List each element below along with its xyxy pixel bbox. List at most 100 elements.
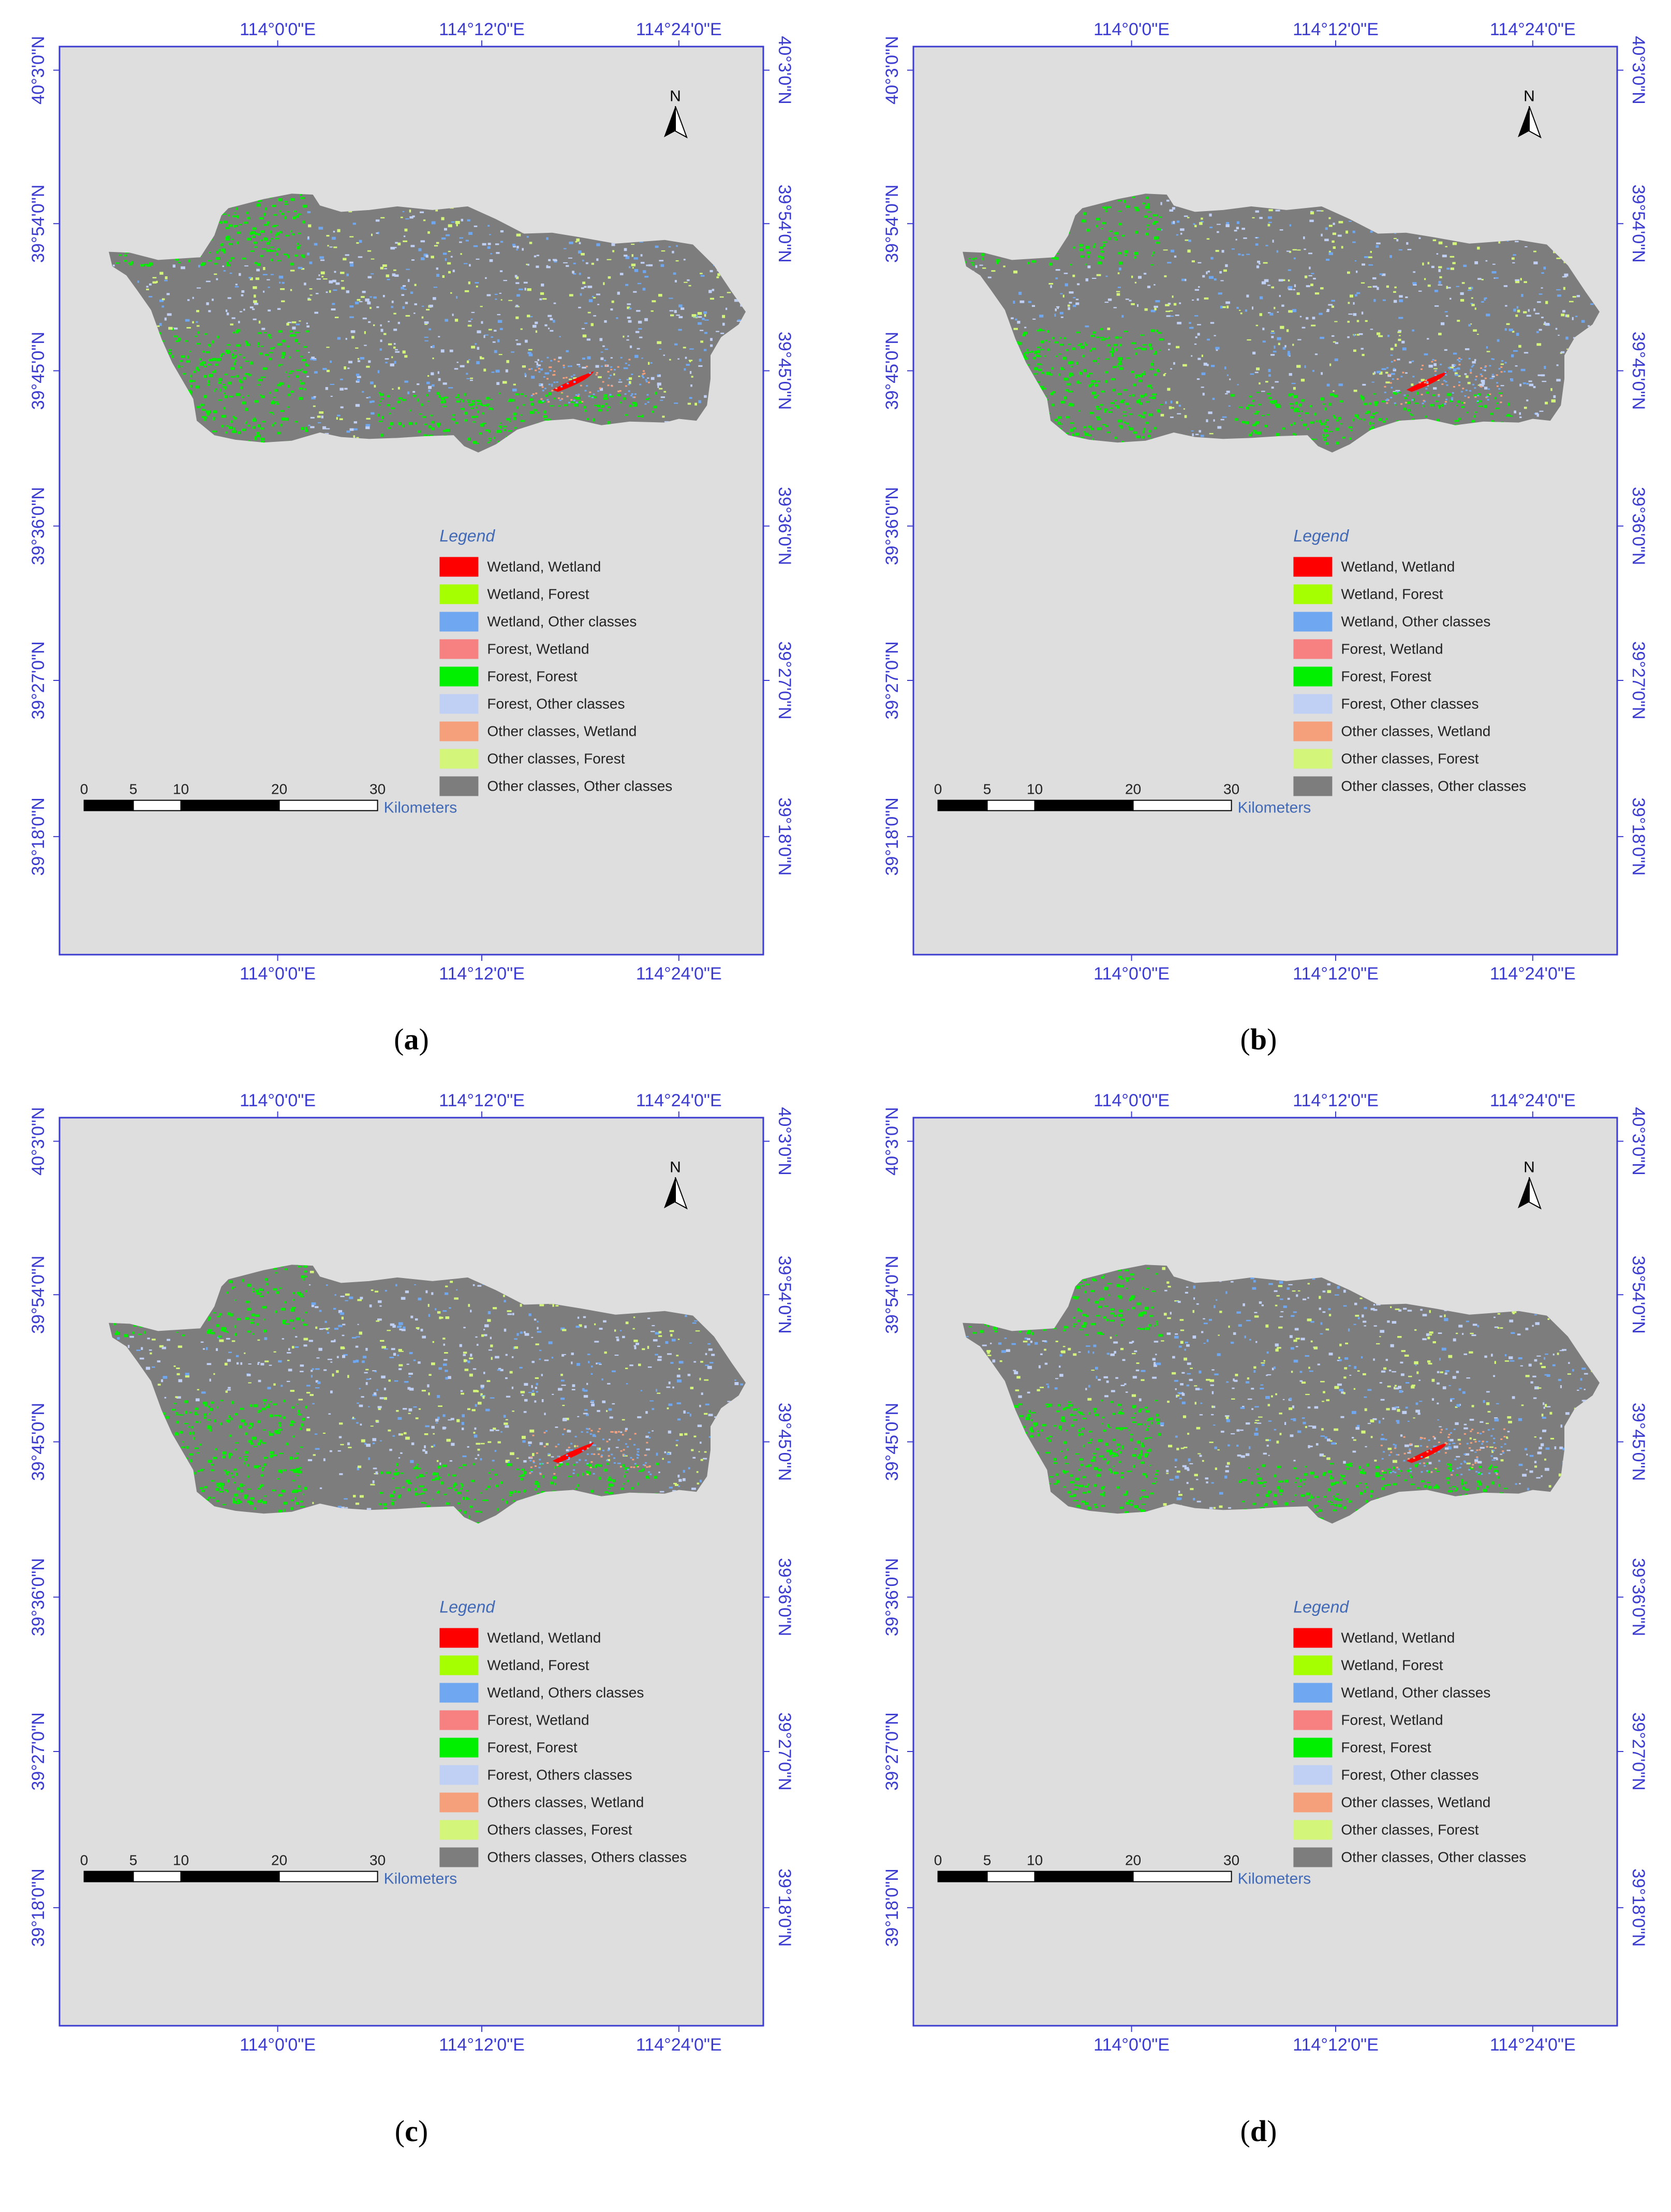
latitude-label-left: 39°18'0"N [28, 797, 48, 875]
scale-tick-label: 0 [80, 1852, 88, 1868]
latitude-label-left: 39°54'0"N [882, 1256, 902, 1334]
legend-label: Wetland, Forest [487, 1657, 589, 1673]
legend-label: Forest, Forest [487, 1739, 577, 1755]
legend-label: Forest, Wetland [487, 641, 589, 657]
legend-swatch [439, 1792, 479, 1813]
latitude-label-right: 39°18'0"N [1629, 1868, 1648, 1947]
map-panel-c: 114°0'0"E 114°12'0"E 114°24'0"E 114°0'0"E 11… [0, 1071, 838, 2148]
legend-label: Other classes, Forest [1341, 1821, 1478, 1837]
legend-swatch [439, 612, 479, 632]
scale-unit-label: Kilometers [1238, 799, 1311, 816]
legend-swatch [439, 1628, 479, 1648]
legend-label: Wetland, Other classes [1341, 1684, 1490, 1700]
map-figure-b: 114°0'0"E 114°12'0"E 114°24'0"E 114°0'0"E 11… [882, 20, 1648, 984]
study-region [963, 194, 1600, 453]
map-panel-b: 114°0'0"E 114°12'0"E 114°24'0"E 114°0'0"E 11… [854, 0, 1671, 1056]
legend-label: Wetland, Forest [487, 586, 589, 602]
legend-label: Other classes, Other classes [1341, 778, 1526, 794]
legend-label: Forest, Forest [1341, 1739, 1431, 1755]
scale-tick-label: 10 [173, 781, 189, 797]
legend-swatch [1293, 612, 1333, 632]
longitude-label-bottom: 114°0'0"E [240, 964, 316, 984]
caption-letter: b [1250, 1022, 1267, 1056]
longitude-label-bottom: 114°0'0"E [1093, 964, 1170, 984]
scale-bar: 0 5 10 20 30 Kilometers [934, 1852, 1311, 1888]
longitude-label-bottom: 114°24'0"E [1490, 2035, 1576, 2055]
legend-label: Wetland, Forest [1341, 1657, 1443, 1673]
panel-caption-d: (d) [1240, 2114, 1277, 2148]
latitude-label-right: 39°36'0"N [1629, 487, 1648, 565]
legend-swatch [439, 584, 479, 604]
legend-swatch [1293, 1792, 1333, 1813]
legend-label: Wetland, Wetland [487, 558, 601, 574]
longitude-label-top: 114°0'0"E [1093, 1091, 1170, 1110]
legend-label: Wetland, Wetland [1341, 558, 1455, 574]
north-label: N [1524, 87, 1535, 105]
scale-tick-label: 10 [1027, 781, 1043, 797]
longitude-label-top: 114°12'0"E [439, 1091, 525, 1110]
legend-label: Others classes, Others classes [487, 1849, 687, 1865]
longitude-label-top: 114°24'0"E [636, 1091, 722, 1110]
legend-label: Wetland, Wetland [1341, 1629, 1455, 1645]
longitude-label-bottom: 114°24'0"E [1490, 964, 1576, 984]
scale-tick-label: 0 [934, 1852, 942, 1868]
legend-swatch [439, 639, 479, 659]
latitude-label-right: 39°36'0"N [1629, 1558, 1648, 1636]
legend-label: Forest, Wetland [1341, 641, 1443, 657]
latitude-label-left: 39°18'0"N [882, 797, 902, 875]
latitude-label-right: 40°3'0"N [1629, 1107, 1648, 1175]
latitude-label-left: 39°54'0"N [28, 1256, 48, 1334]
legend-swatch [1293, 666, 1333, 687]
legend-swatch [439, 666, 479, 687]
scale-bar: 0 5 10 20 30 Kilometers [80, 1852, 457, 1888]
north-label: N [670, 1159, 681, 1176]
map-frame [912, 1117, 1618, 2027]
legend-swatch [1293, 1655, 1333, 1675]
legend-label: Others classes, Wetland [487, 1794, 644, 1810]
legend-label: Wetland, Forest [1341, 586, 1443, 602]
legend-swatch [439, 776, 479, 796]
legend-swatch [439, 1847, 479, 1867]
legend-label: Forest, Other classes [1341, 695, 1478, 711]
latitude-label-left: 39°45'0"N [882, 1403, 902, 1481]
legend-swatch [1293, 749, 1333, 769]
legend-label: Wetland, Other classes [1341, 613, 1490, 629]
map-frame [58, 46, 764, 956]
legend-swatch [1293, 584, 1333, 604]
legend-swatch [1293, 694, 1333, 714]
caption-letter: c [405, 2114, 418, 2148]
legend-swatch [439, 1820, 479, 1840]
scale-tick-label: 20 [1125, 781, 1141, 797]
legend-swatch [439, 1765, 479, 1785]
map-figure-a: 114°0'0"E 114°12'0"E 114°24'0"E 114°0'0"E 11… [28, 20, 794, 984]
legend-swatch [439, 694, 479, 714]
latitude-label-left: 39°36'0"N [28, 487, 48, 565]
longitude-label-top: 114°24'0"E [1490, 20, 1576, 39]
legend-swatch [439, 1655, 479, 1675]
legend-label: Forest, Forest [1341, 668, 1431, 684]
latitude-label-right: 40°3'0"N [775, 1107, 794, 1175]
latitude-label-right: 39°36'0"N [775, 1558, 794, 1636]
map-panel-d: 114°0'0"E 114°12'0"E 114°24'0"E 114°0'0"E 11… [854, 1071, 1671, 2148]
scale-tick-label: 0 [934, 781, 942, 797]
legend-label: Other classes, Other classes [487, 778, 672, 794]
latitude-label-left: 39°27'0"N [28, 1712, 48, 1790]
scale-tick-label: 30 [1223, 1852, 1239, 1868]
scale-tick-label: 10 [173, 1852, 189, 1868]
latitude-label-left: 39°18'0"N [28, 1868, 48, 1947]
latitude-label-right: 39°27'0"N [1629, 1712, 1648, 1790]
legend-swatch [1293, 776, 1333, 796]
north-label: N [670, 87, 681, 105]
latitude-label-right: 40°3'0"N [775, 36, 794, 104]
latitude-label-left: 40°3'0"N [28, 36, 48, 104]
legend-swatch [1293, 721, 1333, 741]
scale-tick-label: 5 [129, 1852, 138, 1868]
latitude-label-left: 40°3'0"N [28, 1107, 48, 1175]
scale-tick-label: 5 [983, 1852, 992, 1868]
legend-label: Forest, Other classes [487, 695, 625, 711]
latitude-label-left: 40°3'0"N [882, 1107, 902, 1175]
map-frame [58, 1117, 764, 2027]
legend-swatch [439, 1710, 479, 1730]
latitude-label-left: 39°54'0"N [28, 185, 48, 263]
legend-label: Wetland, Wetland [487, 1629, 601, 1645]
